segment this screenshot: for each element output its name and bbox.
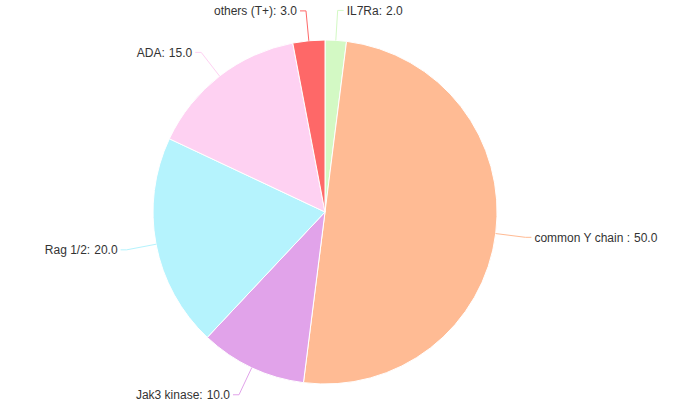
category-label: Rag 1/2: — [45, 243, 90, 257]
value-label: 20.0 — [94, 243, 118, 257]
category-label: ADA: — [137, 46, 165, 60]
slice-label: IL7Ra: 2.0 — [347, 4, 403, 18]
value-label: 3.0 — [280, 4, 297, 18]
slice-label: common Y chain : 50.0 — [534, 231, 657, 245]
leader-line — [300, 11, 309, 41]
slice-label: others (T+): 3.0 — [214, 4, 297, 18]
category-label: Jak3 kinase: — [136, 388, 203, 402]
value-label: 10.0 — [207, 388, 231, 402]
leader-line — [336, 10, 344, 40]
category-label: IL7Ra: — [347, 4, 382, 18]
slice — [293, 40, 325, 212]
value-label: 15.0 — [169, 46, 193, 60]
slice-label: Rag 1/2: 20.0 — [45, 243, 118, 257]
slice — [303, 41, 497, 384]
chart: IL7Ra: 2.0 common Y chain : 50.0 Jak3 kinase… — [0, 0, 700, 404]
category-label: others (T+): — [214, 4, 276, 18]
labels: IL7Ra: 2.0 common Y chain : 50.0 Jak3 kinase… — [45, 4, 658, 402]
value-label: 50.0 — [634, 231, 658, 245]
slice-label: Jak3 kinase: 10.0 — [136, 388, 230, 402]
leader-line — [195, 52, 219, 76]
leader-line — [121, 244, 156, 250]
slice-label: ADA: 15.0 — [137, 46, 193, 60]
pie — [153, 40, 497, 384]
leader-line — [233, 368, 252, 395]
leader-line — [496, 234, 532, 238]
value-label: 2.0 — [386, 4, 403, 18]
category-label: common Y chain : — [534, 231, 630, 245]
